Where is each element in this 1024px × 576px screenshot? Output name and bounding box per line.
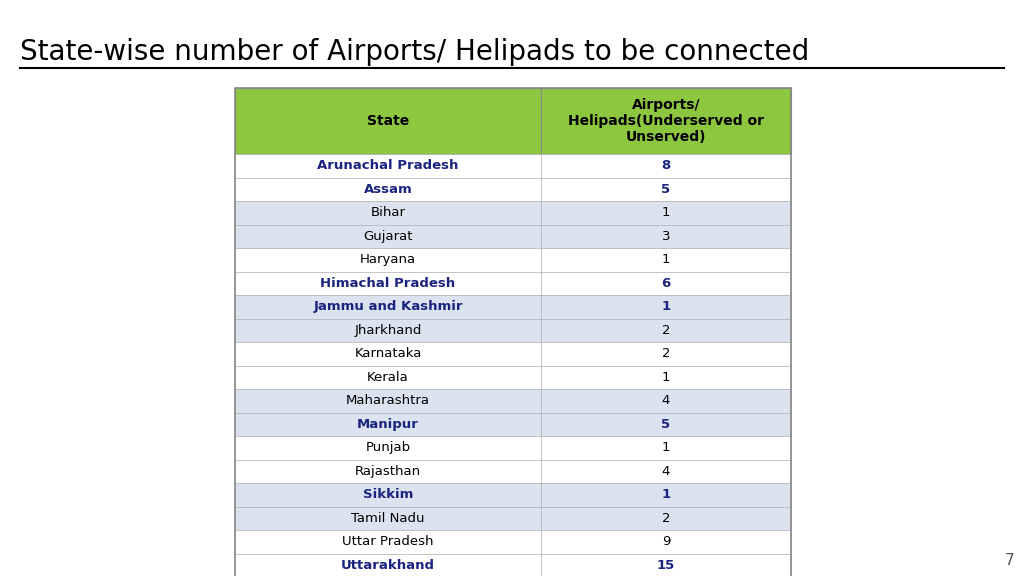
Text: 1: 1 bbox=[662, 441, 671, 454]
Bar bbox=[234, 88, 541, 154]
Text: 5: 5 bbox=[662, 183, 671, 196]
Bar bbox=[541, 319, 791, 342]
Bar bbox=[541, 460, 791, 483]
Bar bbox=[234, 271, 541, 295]
Bar bbox=[541, 412, 791, 436]
Text: Rajasthan: Rajasthan bbox=[355, 465, 421, 478]
Bar bbox=[541, 201, 791, 225]
Bar bbox=[234, 154, 541, 177]
Bar bbox=[541, 248, 791, 271]
Text: 5: 5 bbox=[662, 418, 671, 431]
Bar bbox=[234, 295, 541, 319]
Bar bbox=[541, 88, 791, 154]
Text: Gujarat: Gujarat bbox=[364, 230, 413, 242]
Text: Jammu and Kashmir: Jammu and Kashmir bbox=[313, 300, 463, 313]
Text: Uttar Pradesh: Uttar Pradesh bbox=[342, 535, 434, 548]
Text: Tamil Nadu: Tamil Nadu bbox=[351, 511, 425, 525]
Bar bbox=[234, 460, 541, 483]
Bar bbox=[234, 506, 541, 530]
Bar bbox=[234, 436, 541, 460]
Bar bbox=[234, 366, 541, 389]
Text: 1: 1 bbox=[662, 300, 671, 313]
Text: 1: 1 bbox=[662, 488, 671, 501]
Text: Karnataka: Karnataka bbox=[354, 347, 422, 360]
Text: 1: 1 bbox=[662, 253, 671, 266]
Bar bbox=[541, 177, 791, 201]
Bar bbox=[541, 389, 791, 412]
Text: 6: 6 bbox=[662, 276, 671, 290]
Text: Airports/
Helipads(Underserved or
Unserved): Airports/ Helipads(Underserved or Unserv… bbox=[568, 98, 764, 144]
Text: 1: 1 bbox=[662, 206, 671, 219]
Bar bbox=[234, 177, 541, 201]
Text: 2: 2 bbox=[662, 511, 671, 525]
Text: Himachal Pradesh: Himachal Pradesh bbox=[321, 276, 456, 290]
Text: Uttarakhand: Uttarakhand bbox=[341, 559, 435, 572]
Text: State: State bbox=[367, 114, 410, 128]
Bar bbox=[541, 342, 791, 366]
Bar bbox=[234, 389, 541, 412]
Bar bbox=[541, 225, 791, 248]
Bar bbox=[541, 436, 791, 460]
Text: State-wise number of Airports/ Helipads to be connected: State-wise number of Airports/ Helipads … bbox=[20, 38, 809, 66]
Text: Arunachal Pradesh: Arunachal Pradesh bbox=[317, 159, 459, 172]
Bar bbox=[234, 319, 541, 342]
Text: 9: 9 bbox=[662, 535, 670, 548]
Text: Kerala: Kerala bbox=[368, 371, 409, 384]
Text: 4: 4 bbox=[662, 465, 670, 478]
Text: 2: 2 bbox=[662, 347, 671, 360]
Bar bbox=[541, 483, 791, 506]
Bar bbox=[541, 530, 791, 554]
Text: 4: 4 bbox=[662, 394, 670, 407]
Text: Jharkhand: Jharkhand bbox=[354, 324, 422, 337]
Text: 3: 3 bbox=[662, 230, 671, 242]
Text: Assam: Assam bbox=[364, 183, 413, 196]
Bar bbox=[234, 248, 541, 271]
Bar bbox=[234, 483, 541, 506]
Bar bbox=[541, 554, 791, 576]
Bar bbox=[234, 554, 541, 576]
Text: 1: 1 bbox=[662, 371, 671, 384]
Bar bbox=[234, 225, 541, 248]
Text: 8: 8 bbox=[662, 159, 671, 172]
Bar bbox=[234, 530, 541, 554]
Text: 15: 15 bbox=[656, 559, 675, 572]
Bar bbox=[541, 295, 791, 319]
Bar bbox=[541, 271, 791, 295]
Text: Haryana: Haryana bbox=[360, 253, 416, 266]
Bar bbox=[234, 201, 541, 225]
Text: 2: 2 bbox=[662, 324, 671, 337]
Bar bbox=[541, 506, 791, 530]
Bar bbox=[234, 88, 791, 576]
Bar bbox=[541, 154, 791, 177]
Bar bbox=[541, 366, 791, 389]
Text: Manipur: Manipur bbox=[357, 418, 419, 431]
Text: Maharashtra: Maharashtra bbox=[346, 394, 430, 407]
Bar bbox=[234, 342, 541, 366]
Text: Bihar: Bihar bbox=[371, 206, 406, 219]
Bar bbox=[234, 412, 541, 436]
Text: Punjab: Punjab bbox=[366, 441, 411, 454]
Text: Sikkim: Sikkim bbox=[362, 488, 414, 501]
Text: 7: 7 bbox=[1005, 553, 1014, 568]
